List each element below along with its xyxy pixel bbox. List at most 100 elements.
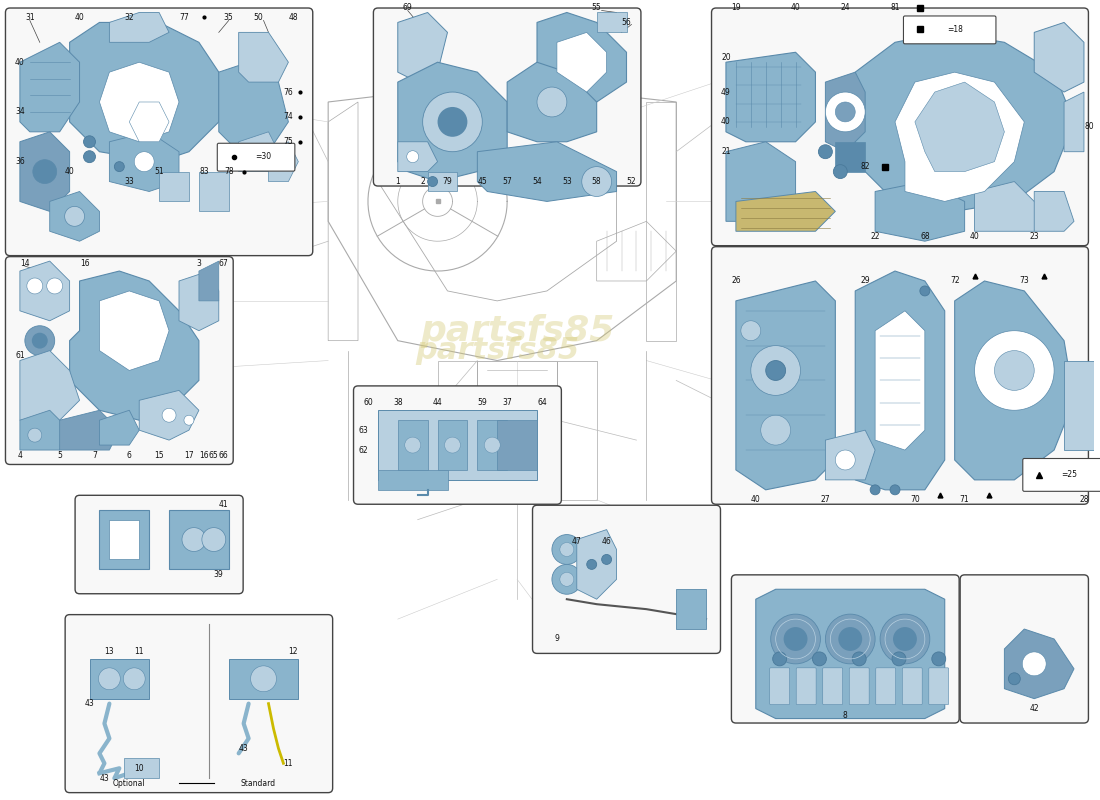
Circle shape <box>852 652 866 666</box>
FancyBboxPatch shape <box>6 8 312 256</box>
Text: 48: 48 <box>288 13 298 22</box>
FancyBboxPatch shape <box>732 575 959 723</box>
Polygon shape <box>378 470 448 490</box>
Circle shape <box>182 528 206 551</box>
Text: 2: 2 <box>420 177 425 186</box>
Polygon shape <box>825 430 876 480</box>
Polygon shape <box>477 420 507 470</box>
Text: 39: 39 <box>213 570 223 579</box>
Text: 40: 40 <box>722 118 730 126</box>
Text: 53: 53 <box>562 177 572 186</box>
Text: 44: 44 <box>432 398 442 407</box>
Polygon shape <box>726 52 815 142</box>
Circle shape <box>123 668 145 690</box>
FancyBboxPatch shape <box>712 246 1088 504</box>
Text: 11: 11 <box>134 647 144 657</box>
Text: 45: 45 <box>477 177 487 186</box>
Circle shape <box>825 614 876 664</box>
Polygon shape <box>1004 629 1074 698</box>
Text: 57: 57 <box>503 177 512 186</box>
Polygon shape <box>109 132 179 191</box>
Circle shape <box>552 565 582 594</box>
Polygon shape <box>20 410 69 450</box>
Text: 78: 78 <box>224 167 233 176</box>
Polygon shape <box>477 142 617 202</box>
Text: 67: 67 <box>219 258 229 267</box>
Text: 65: 65 <box>209 450 219 459</box>
Circle shape <box>586 559 596 570</box>
Circle shape <box>975 330 1054 410</box>
Text: 6: 6 <box>126 450 132 459</box>
Circle shape <box>99 668 120 690</box>
Circle shape <box>994 350 1034 390</box>
Text: 17: 17 <box>184 450 194 459</box>
FancyBboxPatch shape <box>770 668 790 705</box>
Circle shape <box>32 333 47 349</box>
Text: 40: 40 <box>751 495 761 504</box>
Polygon shape <box>20 42 79 132</box>
Text: 19: 19 <box>732 3 740 12</box>
Text: 43: 43 <box>99 774 109 782</box>
Text: 40: 40 <box>75 13 85 22</box>
Polygon shape <box>756 590 945 718</box>
Polygon shape <box>736 281 835 490</box>
Polygon shape <box>1034 22 1084 92</box>
Text: 40: 40 <box>65 167 75 176</box>
Text: 23: 23 <box>1030 232 1040 241</box>
Text: 37: 37 <box>503 398 512 407</box>
Polygon shape <box>20 261 69 321</box>
Polygon shape <box>915 82 1004 172</box>
Text: 16: 16 <box>79 258 89 267</box>
Text: 55: 55 <box>592 3 602 12</box>
FancyBboxPatch shape <box>712 8 1088 246</box>
Circle shape <box>772 652 786 666</box>
Text: 76: 76 <box>284 87 294 97</box>
Circle shape <box>1009 673 1021 685</box>
Text: 4: 4 <box>18 450 22 459</box>
Text: 38: 38 <box>393 398 403 407</box>
Text: 22: 22 <box>870 232 880 241</box>
Circle shape <box>932 652 946 666</box>
Polygon shape <box>109 13 169 42</box>
Text: 27: 27 <box>821 495 830 504</box>
Circle shape <box>890 485 900 494</box>
Text: 49: 49 <box>722 87 730 97</box>
Polygon shape <box>169 510 229 570</box>
Polygon shape <box>955 281 1074 480</box>
Polygon shape <box>199 172 229 211</box>
Circle shape <box>46 278 63 294</box>
Circle shape <box>405 437 420 453</box>
Text: Optional: Optional <box>113 778 145 788</box>
Circle shape <box>251 666 276 692</box>
Circle shape <box>560 542 574 557</box>
Circle shape <box>552 534 582 565</box>
Circle shape <box>838 627 862 651</box>
Text: 54: 54 <box>532 177 542 186</box>
Text: 43: 43 <box>85 699 95 708</box>
Text: 35: 35 <box>223 13 233 22</box>
Text: Standard: Standard <box>241 778 276 788</box>
Polygon shape <box>99 410 140 445</box>
Polygon shape <box>268 142 298 182</box>
Text: 43: 43 <box>239 744 249 753</box>
Polygon shape <box>876 182 965 242</box>
Text: 40: 40 <box>970 232 979 241</box>
Text: partsfs85: partsfs85 <box>415 336 580 365</box>
Polygon shape <box>497 420 537 470</box>
Text: 40: 40 <box>791 3 801 12</box>
Text: 63: 63 <box>359 426 367 434</box>
Text: 71: 71 <box>960 495 969 504</box>
Circle shape <box>771 614 821 664</box>
Text: =25: =25 <box>1062 470 1077 479</box>
Circle shape <box>202 528 226 551</box>
Polygon shape <box>140 390 199 440</box>
Text: 77: 77 <box>179 13 189 22</box>
Circle shape <box>184 415 194 425</box>
Circle shape <box>444 437 461 453</box>
Circle shape <box>870 485 880 494</box>
Circle shape <box>835 450 855 470</box>
FancyBboxPatch shape <box>6 257 233 465</box>
Circle shape <box>134 152 154 172</box>
Text: 41: 41 <box>219 500 229 510</box>
Polygon shape <box>438 420 468 470</box>
